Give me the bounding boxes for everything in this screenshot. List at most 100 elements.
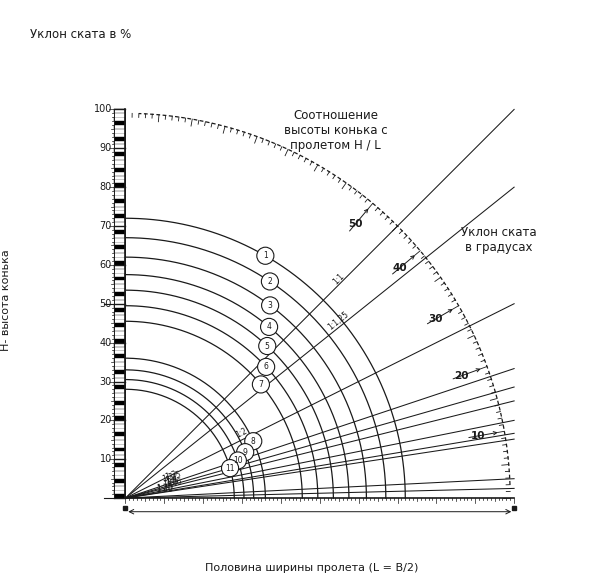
- Text: Уклон ската в %: Уклон ската в %: [30, 28, 131, 41]
- Text: 90: 90: [100, 143, 112, 153]
- Bar: [114, 242, 125, 245]
- Circle shape: [221, 460, 239, 477]
- Bar: [114, 269, 125, 273]
- Bar: [114, 490, 125, 495]
- Bar: [114, 195, 125, 199]
- Bar: [114, 483, 125, 486]
- Bar: [114, 405, 125, 409]
- Bar: [114, 401, 125, 405]
- Bar: [114, 428, 125, 432]
- Bar: [114, 230, 125, 234]
- Bar: [114, 121, 125, 125]
- Bar: [114, 238, 125, 242]
- Text: 70: 70: [100, 221, 112, 231]
- Bar: [114, 312, 125, 315]
- Text: Соотношение
высоты конька с
пролетом Н / L: Соотношение высоты конька с пролетом Н /…: [284, 109, 387, 152]
- Circle shape: [257, 247, 274, 264]
- Text: 7: 7: [259, 380, 263, 389]
- Bar: [114, 133, 125, 136]
- Text: 8: 8: [251, 437, 256, 446]
- Text: 6: 6: [264, 362, 269, 372]
- Text: 1:1: 1:1: [331, 272, 346, 286]
- Bar: [114, 152, 125, 156]
- Text: 40: 40: [100, 338, 112, 348]
- Text: 10: 10: [100, 455, 112, 465]
- Bar: [114, 145, 125, 148]
- Text: 50: 50: [348, 219, 362, 229]
- Text: 80: 80: [100, 182, 112, 192]
- Bar: [114, 136, 125, 141]
- Text: 2: 2: [268, 277, 272, 286]
- Bar: [114, 172, 125, 175]
- Text: 1:6,6: 1:6,6: [161, 477, 182, 489]
- Circle shape: [257, 358, 275, 376]
- Bar: [114, 393, 125, 397]
- Text: 5: 5: [265, 342, 269, 350]
- Bar: [114, 479, 125, 483]
- Text: 1:2: 1:2: [234, 426, 249, 440]
- Bar: [114, 385, 125, 389]
- Circle shape: [245, 433, 262, 450]
- Text: 1:40: 1:40: [155, 485, 173, 495]
- Text: 1:6: 1:6: [165, 477, 179, 488]
- Bar: [114, 160, 125, 164]
- Bar: [114, 175, 125, 179]
- Text: 100: 100: [94, 105, 112, 115]
- Circle shape: [236, 443, 254, 460]
- Bar: [114, 288, 125, 292]
- Bar: [114, 292, 125, 296]
- Bar: [114, 296, 125, 300]
- Bar: [114, 206, 125, 211]
- Bar: [114, 191, 125, 195]
- Bar: [114, 374, 125, 377]
- Bar: [114, 346, 125, 350]
- Text: 10: 10: [470, 431, 485, 441]
- Text: 1:4: 1:4: [165, 473, 179, 485]
- Bar: [114, 211, 125, 215]
- Bar: [114, 265, 125, 269]
- Bar: [114, 444, 125, 447]
- Bar: [114, 366, 125, 370]
- Bar: [114, 463, 125, 467]
- Bar: [114, 413, 125, 416]
- Bar: [114, 261, 125, 265]
- Text: 1:20: 1:20: [155, 484, 173, 493]
- Bar: [114, 253, 125, 257]
- Bar: [114, 409, 125, 413]
- Text: 30: 30: [100, 376, 112, 386]
- Bar: [114, 109, 125, 113]
- Bar: [114, 308, 125, 312]
- Bar: [114, 276, 125, 280]
- Bar: [114, 389, 125, 393]
- Bar: [114, 199, 125, 203]
- Text: 4: 4: [266, 322, 272, 332]
- Bar: [114, 300, 125, 304]
- Bar: [114, 319, 125, 323]
- Bar: [114, 459, 125, 463]
- Bar: [114, 420, 125, 425]
- Bar: [114, 382, 125, 385]
- Bar: [114, 183, 125, 187]
- Bar: [114, 156, 125, 160]
- Bar: [114, 339, 125, 343]
- Bar: [114, 377, 125, 382]
- Bar: [114, 323, 125, 327]
- Bar: [114, 125, 125, 129]
- Text: 1:3,5: 1:3,5: [161, 470, 182, 485]
- Bar: [114, 222, 125, 226]
- Circle shape: [253, 376, 269, 393]
- Text: 20: 20: [454, 371, 469, 381]
- Circle shape: [260, 318, 278, 335]
- Bar: [114, 440, 125, 444]
- Bar: [114, 486, 125, 490]
- Bar: [114, 425, 125, 428]
- Bar: [114, 416, 125, 420]
- Bar: [114, 273, 125, 276]
- Bar: [114, 218, 125, 222]
- Circle shape: [229, 452, 247, 469]
- Circle shape: [262, 297, 278, 314]
- Bar: [114, 355, 125, 358]
- Text: 3: 3: [268, 301, 272, 310]
- Bar: [114, 327, 125, 331]
- Bar: [114, 436, 125, 440]
